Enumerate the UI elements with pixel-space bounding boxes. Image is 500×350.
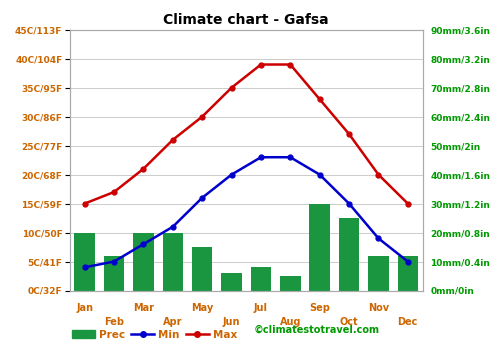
Text: Sep: Sep [309, 303, 330, 313]
Bar [222, 273, 242, 290]
Text: Oct: Oct [340, 317, 358, 327]
Bar [104, 256, 124, 290]
Bar [368, 256, 388, 290]
Bar [192, 247, 212, 290]
Bar [133, 232, 154, 290]
Text: Feb: Feb [104, 317, 124, 327]
Bar [398, 256, 418, 290]
Text: Mar: Mar [133, 303, 154, 313]
Text: Dec: Dec [398, 317, 418, 327]
Bar [310, 204, 330, 290]
Bar [280, 276, 300, 290]
Bar [162, 232, 183, 290]
Bar [339, 218, 359, 290]
Text: Jul: Jul [254, 303, 268, 313]
Title: Climate chart - Gafsa: Climate chart - Gafsa [164, 13, 329, 27]
Text: Jun: Jun [223, 317, 240, 327]
Legend: Prec, Min, Max: Prec, Min, Max [72, 330, 237, 340]
Text: ©climatestotravel.com: ©climatestotravel.com [254, 324, 380, 334]
Text: May: May [191, 303, 214, 313]
Text: Apr: Apr [163, 317, 182, 327]
Bar [74, 232, 95, 290]
Text: Jan: Jan [76, 303, 93, 313]
Bar [250, 267, 271, 290]
Text: Nov: Nov [368, 303, 389, 313]
Text: Aug: Aug [280, 317, 301, 327]
